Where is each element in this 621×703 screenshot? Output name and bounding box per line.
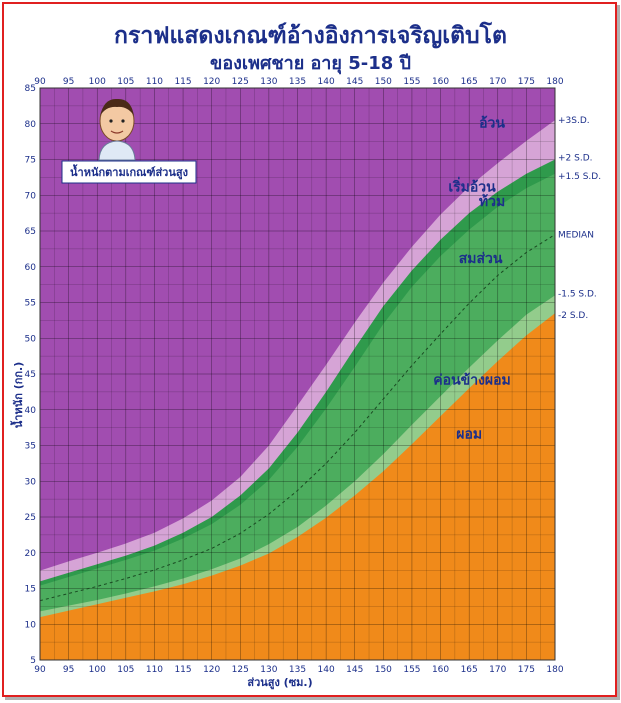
y-tick-label: 85 [25, 84, 36, 94]
y-tick-label: 55 [25, 299, 36, 309]
x-tick-label-bottom: 175 [518, 665, 535, 675]
y-tick-labels: 5 10 15 20 25 30 35 40 45 50 55 60 65 70 75 80 85 [25, 84, 37, 666]
y-tick-label: 70 [25, 191, 37, 201]
x-tick-label-top: 120 [203, 77, 220, 87]
x-tick-label-bottom: 120 [203, 665, 220, 675]
series-label: -1.5 S.D. [558, 289, 597, 299]
y-tick-label: 65 [25, 227, 36, 237]
x-tick-label-top: 90 [34, 77, 46, 87]
chart-title: กราฟแสดงเกณฑ์อ้างอิงการเจริญเติบโต [114, 23, 507, 49]
x-tick-label-bottom: 110 [146, 665, 163, 675]
x-tick-label-bottom: 125 [232, 665, 249, 675]
series-label: -2 S.D. [558, 311, 588, 321]
median-curve [39, 234, 556, 602]
x-tick-label-top: 140 [318, 77, 335, 87]
x-tick-label-bottom: 95 [63, 665, 74, 675]
x-tick-label-top: 100 [89, 77, 106, 87]
y-tick-label: 15 [25, 585, 36, 595]
chart-subtitle: ของเพศชาย อายุ 5-18 ปี [210, 53, 411, 74]
y-tick-label: 35 [25, 442, 36, 452]
x-tick-label-top: 150 [375, 77, 392, 87]
x-axis-label: ส่วนสูง (ซม.) [247, 676, 312, 690]
zone-label: ผอม [456, 426, 482, 442]
x-tick-label-bottom: 100 [89, 665, 106, 675]
x-tick-label-bottom: 170 [489, 665, 506, 675]
x-tick-label-top: 130 [260, 77, 277, 87]
x-tick-label-bottom: 135 [289, 665, 306, 675]
x-tick-label-bottom: 105 [117, 665, 134, 675]
legend-group: น้ำหนักตามเกณฑ์ส่วนสูง [61, 98, 197, 184]
y-tick-label: 45 [25, 370, 36, 380]
y-axis-label: น้ำหนัก (กก.) [10, 362, 25, 429]
x-tick-label-bottom: 115 [174, 665, 191, 675]
y-tick-label: 60 [25, 263, 37, 273]
boy-face-icon [98, 98, 136, 161]
y-tick-label: 10 [25, 620, 37, 630]
chart-axes [39, 87, 556, 661]
zone-label: ท้วม [479, 194, 505, 210]
x-tick-label-top: 175 [518, 77, 535, 87]
x-tick-label-top: 165 [461, 77, 478, 87]
x-tick-label-top: 155 [403, 77, 420, 87]
legend-box [61, 160, 197, 184]
legend-label: น้ำหนักตามเกณฑ์ส่วนสูง [70, 164, 188, 180]
zone-label: สมส่วน [459, 251, 503, 267]
y-tick-label: 40 [25, 406, 37, 416]
x-tick-label-top: 170 [489, 77, 506, 87]
zone-label: เริ่มอ้วน [448, 177, 496, 196]
x-tick-label-top: 115 [174, 77, 191, 87]
x-tick-label-bottom: 140 [318, 665, 335, 675]
series-label: +1.5 S.D. [558, 172, 601, 182]
y-tick-label: 75 [25, 156, 36, 166]
x-tick-label-top: 105 [117, 77, 134, 87]
x-tick-label-top: 145 [346, 77, 363, 87]
y-tick-label: 5 [30, 656, 36, 666]
zone-label: ค่อนข้างผอม [433, 373, 510, 389]
plot-border [39, 87, 556, 661]
x-tick-label-top: 135 [289, 77, 306, 87]
y-tick-label: 30 [25, 477, 37, 487]
series-label: +2 S.D. [558, 154, 593, 164]
x-tick-label-top: 180 [546, 77, 563, 87]
x-tick-label-top: 125 [232, 77, 249, 87]
median-line [39, 234, 556, 602]
x-tick-label-bottom: 150 [375, 665, 392, 675]
x-tick-labels: 90 90 95 95 100 100 105 105 110 110 115 115 120 120 12… [34, 77, 564, 675]
x-tick-label-bottom: 130 [260, 665, 277, 675]
y-tick-label: 25 [25, 513, 36, 523]
series-labels: +3S.D. +2 S.D. +1.5 S.D. MEDIAN -1.5 S.D. -2 … [558, 116, 601, 321]
series-label: MEDIAN [558, 231, 594, 241]
zone-label: อ้วน [479, 115, 505, 131]
x-tick-label-bottom: 155 [403, 665, 420, 675]
x-tick-label-bottom: 90 [34, 665, 46, 675]
x-tick-label-bottom: 160 [432, 665, 449, 675]
x-tick-label-top: 95 [63, 77, 74, 87]
y-tick-label: 20 [25, 549, 37, 559]
x-tick-label-top: 160 [432, 77, 449, 87]
y-tick-label: 50 [25, 334, 37, 344]
x-tick-label-bottom: 145 [346, 665, 363, 675]
x-tick-label-bottom: 180 [546, 665, 563, 675]
x-tick-label-bottom: 165 [461, 665, 478, 675]
y-tick-label: 80 [25, 120, 37, 130]
x-tick-label-top: 110 [146, 77, 163, 87]
series-label: +3S.D. [558, 116, 590, 126]
